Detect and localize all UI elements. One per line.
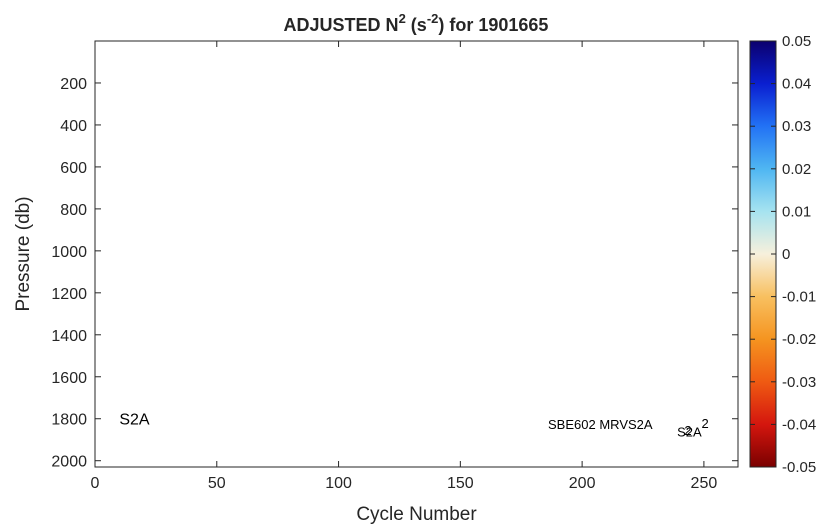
colorbar-tick-label: -0.02 xyxy=(782,331,816,348)
colorbar-tick-label: -0.05 xyxy=(782,459,816,476)
y-tick-label: 200 xyxy=(60,76,87,93)
y-tick-label: 800 xyxy=(60,202,87,219)
x-tick-label: 150 xyxy=(447,475,474,492)
colorbar-tick-label: 0.01 xyxy=(782,203,811,220)
x-tick-label: 100 xyxy=(325,475,352,492)
y-tick-label: 1600 xyxy=(51,370,87,387)
y-tick-label: 600 xyxy=(60,160,87,177)
x-tick-label: 250 xyxy=(691,475,718,492)
y-axis-label: Pressure (db) xyxy=(13,196,34,311)
colorbar-tick-label: 0.04 xyxy=(782,76,811,93)
colorbar-tick-label: 0 xyxy=(782,246,790,263)
annotation-label: S2A xyxy=(677,424,702,439)
x-tick-label: 200 xyxy=(569,475,596,492)
y-tick-label: 1000 xyxy=(51,244,87,261)
y-tick-label: 400 xyxy=(60,118,87,135)
x-tick-label: 50 xyxy=(208,475,226,492)
colorbar-tick-label: -0.04 xyxy=(782,416,816,433)
y-tick-label: 1400 xyxy=(51,328,87,345)
y-tick-label: 2000 xyxy=(51,454,87,471)
annotation-label: 2 xyxy=(701,416,708,431)
colorbar-tick-label: 0.05 xyxy=(782,33,811,50)
x-axis-label: Cycle Number xyxy=(356,504,477,525)
chart-title: ADJUSTED N2 (s-2) for 1901665 xyxy=(284,11,549,35)
annotation-label: SBE602 MRVS2A xyxy=(548,417,653,432)
annotation-label: 2 xyxy=(684,423,691,438)
plot-area: 0 50 100 150 200 250 200 400 600 800 1000 1200 1400 1… xyxy=(51,40,739,492)
x-tick-label: 0 xyxy=(91,475,100,492)
plot-frame xyxy=(94,40,739,468)
colorbar-tick-label: -0.03 xyxy=(782,374,816,391)
colorbar-tick-label: 0.02 xyxy=(782,161,811,178)
annotation-label: S2A xyxy=(119,412,150,429)
plot-background xyxy=(95,41,738,467)
y-tick-label: 1800 xyxy=(51,412,87,429)
y-tick-label: 1200 xyxy=(51,286,87,303)
colorbar-tick-label: 0.03 xyxy=(782,118,811,135)
colorbar-tick-label: -0.01 xyxy=(782,289,816,306)
colorbar: 0.05 0.04 0.03 0.02 0.01 0 -0.01 -0.02 -0.03 -0.0… xyxy=(749,33,816,476)
